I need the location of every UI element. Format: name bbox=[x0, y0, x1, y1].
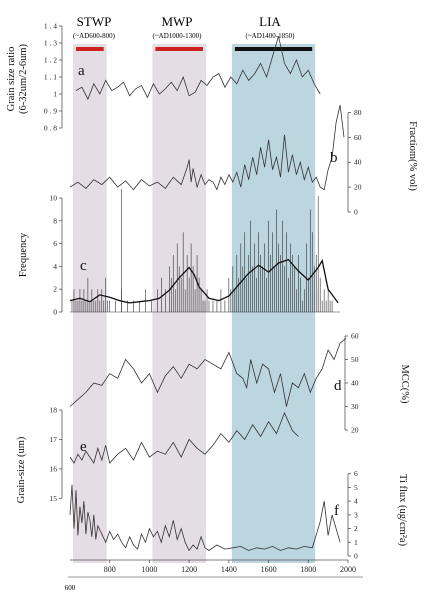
y-tick-label-a: 1 . 2 bbox=[44, 56, 57, 65]
smoothed-line-c bbox=[69, 258, 339, 304]
y-tick-label-c: 8 bbox=[53, 216, 57, 225]
y-tick-label-f: 5 bbox=[354, 483, 358, 492]
y-tick-label-a: 0 . 8 bbox=[44, 124, 57, 133]
period-stwp-range: (~AD600-800) bbox=[73, 32, 116, 40]
y-tick-label-f: 3 bbox=[354, 510, 358, 519]
y-tick-label-c: 4 bbox=[53, 262, 57, 271]
y-tick-label-d: 50 bbox=[351, 355, 359, 364]
panel-letter-d: d bbox=[334, 378, 342, 394]
y-tick-label-d: 20 bbox=[351, 426, 359, 435]
y-axis-label-e: Grain-size (um) bbox=[16, 436, 27, 503]
y-axis-label-f: Ti flux (ug/cm²a) bbox=[397, 474, 408, 547]
panel-c: 0 2 4 6 8 10 c Frequency bbox=[18, 188, 341, 317]
y-tick-label-f: 0 bbox=[354, 552, 358, 561]
y-axis-label-line: (6-32um/2-6um) bbox=[18, 44, 29, 114]
bar-stwp bbox=[76, 47, 104, 51]
panel-letter-a: a bbox=[78, 63, 85, 79]
y-tick-label-e: 15 bbox=[50, 494, 58, 503]
y-tick-label-a: 1 bbox=[53, 90, 57, 99]
y-tick-label-d: 60 bbox=[351, 332, 359, 341]
panel-f: 0 1 2 3 4 5 6 f Ti flux (ug/cm²a) bbox=[69, 469, 408, 561]
y-axis-label-a: Grain size ratio(6-32um/2-6um) bbox=[6, 44, 29, 114]
y-axis-label-line: Grain-size (um) bbox=[16, 436, 27, 503]
x-tick-label: 1200 bbox=[181, 565, 197, 574]
y-tick-label-e: 17 bbox=[50, 435, 58, 444]
y-tick-label-b: 60 bbox=[354, 133, 362, 142]
period-bars bbox=[76, 47, 313, 51]
y-tick-label-e: 18 bbox=[50, 406, 58, 415]
period-shading bbox=[73, 44, 316, 563]
x-tick-label: 800 bbox=[104, 565, 116, 574]
y-axis-label-line: Grain size ratio bbox=[6, 47, 17, 112]
panel-letter-e: e bbox=[80, 439, 87, 455]
y-tick-label-b: 40 bbox=[354, 158, 362, 167]
panel-b: 0 20 40 60 80 b Fractiom(% vol) bbox=[69, 104, 418, 217]
y-tick-label-f: 2 bbox=[354, 524, 358, 533]
series-line-d bbox=[69, 338, 347, 407]
period-mwp-range: (~AD1000-1300) bbox=[153, 32, 203, 40]
y-tick-label-c: 6 bbox=[53, 239, 57, 248]
y-axis-label-line: MCC(%) bbox=[399, 364, 410, 404]
y-tick-label-b: 0 bbox=[354, 208, 358, 217]
panel-a: 0 . 8 0 . 9 1 1 . 1 1 . 2 1 . 3 1 . 4 a Grain si… bbox=[6, 22, 321, 133]
y-tick-label-e: 16 bbox=[50, 464, 58, 473]
y-tick-label-c: 0 bbox=[53, 308, 57, 317]
y-tick-label-b: 20 bbox=[354, 183, 362, 192]
x-origin-label: 600 bbox=[65, 584, 76, 592]
period-lia-label: LIA bbox=[259, 14, 281, 29]
y-axis-label-d: MCC(%) bbox=[399, 364, 410, 404]
panel-letter-b: b bbox=[330, 150, 338, 166]
bar-lia bbox=[234, 47, 313, 51]
shade-lia bbox=[231, 44, 316, 563]
y-tick-label-d: 30 bbox=[351, 402, 359, 411]
y-axis-label-line: Frequency bbox=[18, 232, 29, 277]
y-tick-label-a: 1 . 4 bbox=[44, 22, 57, 31]
y-tick-label-b: 80 bbox=[354, 108, 362, 117]
period-lia-range: (~AD1400-1850) bbox=[246, 32, 296, 40]
y-axis-label-line: Ti flux (ug/cm²a) bbox=[397, 474, 408, 547]
panel-d: 20 30 40 50 60 d MCC(%) bbox=[69, 332, 410, 435]
series-line-b bbox=[69, 104, 345, 191]
x-tick-label: 2000 bbox=[340, 565, 356, 574]
y-tick-label-f: 1 bbox=[354, 538, 358, 547]
y-axis-label-b: Fractiom(% vol) bbox=[407, 121, 418, 191]
y-tick-label-a: 0 . 9 bbox=[44, 107, 57, 116]
y-tick-label-f: 4 bbox=[354, 497, 358, 506]
x-axis: 800 1000 1200 1400 1600 1800 2000 bbox=[70, 559, 356, 574]
chart-panels: 0 . 8 0 . 9 1 1 . 1 1 . 2 1 . 3 1 . 4 a Grain si… bbox=[6, 22, 418, 561]
panel-letter-f: f bbox=[334, 503, 339, 519]
period-labels: STWP (~AD600-800) MWP (~AD1000-1300) LIA… bbox=[73, 14, 295, 40]
y-tick-label-a: 1 . 3 bbox=[44, 39, 57, 48]
y-tick-label-f: 6 bbox=[354, 469, 358, 478]
period-stwp-label: STWP bbox=[77, 14, 112, 29]
y-tick-label-c: 2 bbox=[53, 285, 57, 294]
y-tick-label-c: 10 bbox=[50, 194, 58, 203]
panel-e: 15 16 17 18 e Grain-size (um) bbox=[16, 406, 299, 503]
series-line-a bbox=[75, 36, 321, 101]
y-tick-label-a: 1 . 1 bbox=[44, 73, 57, 82]
series-line-e bbox=[69, 411, 299, 464]
y-axis-label-line: Fractiom(% vol) bbox=[407, 121, 418, 191]
y-tick-label-d: 40 bbox=[351, 379, 359, 388]
x-tick-label: 1800 bbox=[300, 565, 316, 574]
x-tick-label: 1400 bbox=[221, 565, 237, 574]
period-mwp-label: MWP bbox=[161, 14, 192, 29]
bar-mwp bbox=[155, 47, 203, 51]
series-line-f bbox=[69, 484, 341, 552]
panel-letter-c: c bbox=[80, 258, 87, 274]
x-tick-label: 1600 bbox=[261, 565, 277, 574]
x-tick-label: 1000 bbox=[141, 565, 157, 574]
y-axis-label-c: Frequency bbox=[18, 232, 29, 277]
